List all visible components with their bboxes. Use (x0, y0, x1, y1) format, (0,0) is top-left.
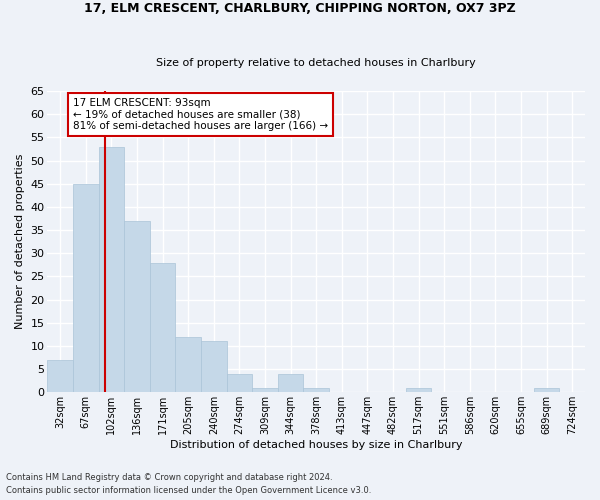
Bar (278, 374, 304, 392)
Bar (124, 221, 150, 392)
Bar (73, 184, 98, 392)
Bar (201, 342, 227, 392)
Bar (534, 388, 559, 392)
Bar (227, 374, 252, 392)
X-axis label: Distribution of detached houses by size in Charlbury: Distribution of detached houses by size … (170, 440, 463, 450)
Text: Contains HM Land Registry data © Crown copyright and database right 2024.
Contai: Contains HM Land Registry data © Crown c… (6, 474, 371, 495)
Bar (47, 360, 73, 392)
Bar (150, 262, 175, 392)
Bar (406, 388, 431, 392)
Title: Size of property relative to detached houses in Charlbury: Size of property relative to detached ho… (157, 58, 476, 68)
Text: 17 ELM CRESCENT: 93sqm
← 19% of detached houses are smaller (38)
81% of semi-det: 17 ELM CRESCENT: 93sqm ← 19% of detached… (73, 98, 328, 131)
Y-axis label: Number of detached properties: Number of detached properties (15, 154, 25, 330)
Bar (304, 388, 329, 392)
Text: 17, ELM CRESCENT, CHARLBURY, CHIPPING NORTON, OX7 3PZ: 17, ELM CRESCENT, CHARLBURY, CHIPPING NO… (84, 2, 516, 16)
Bar (252, 388, 278, 392)
Bar (98, 146, 124, 392)
Bar (175, 336, 201, 392)
